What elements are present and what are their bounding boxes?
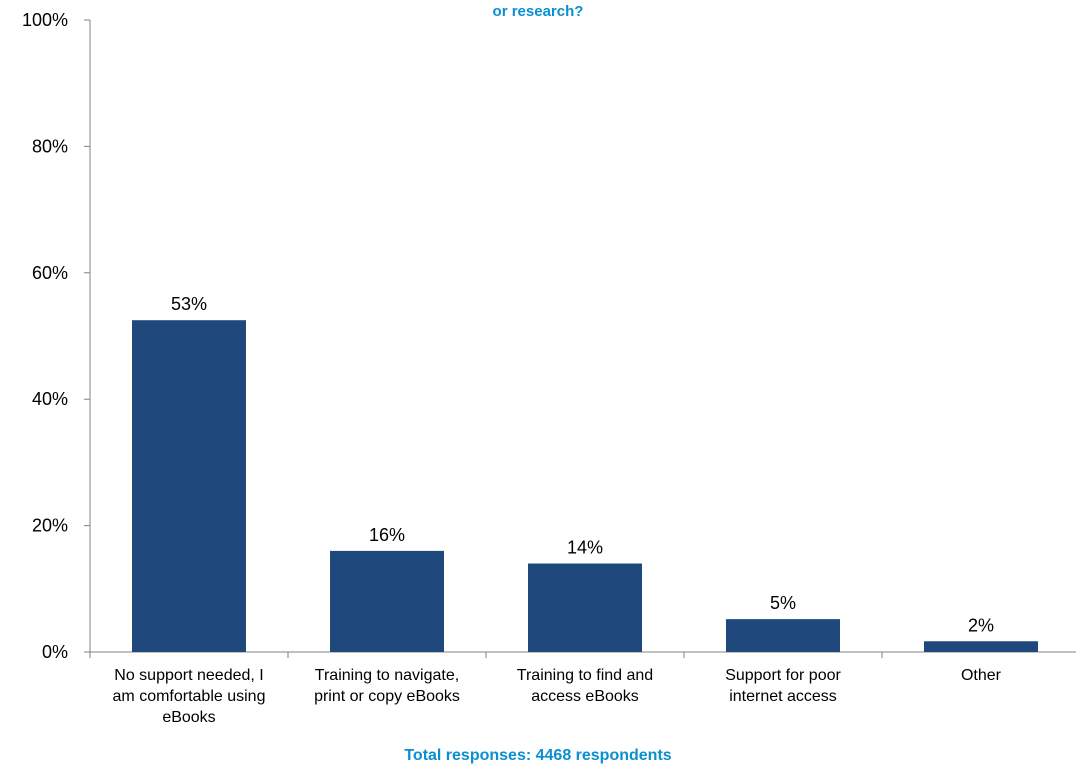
chart-title: or research?	[493, 3, 584, 20]
data-label: 2%	[968, 615, 994, 635]
x-category-label: Training to find and access eBooks	[517, 667, 653, 705]
data-label: 16%	[369, 525, 405, 545]
y-tick-label: 60%	[32, 263, 68, 283]
data-label: 14%	[567, 538, 603, 558]
y-tick-label: 40%	[32, 389, 68, 409]
bar	[726, 619, 840, 652]
bar	[132, 320, 246, 652]
x-category-label: Training to navigate, print or copy eBook…	[314, 667, 460, 705]
y-tick-label: 20%	[32, 516, 68, 536]
data-label: 5%	[770, 593, 796, 613]
y-tick-label: 80%	[32, 136, 68, 156]
x-category-label: Support for poor internet access	[725, 667, 841, 705]
chart-footer-group: Total responses: 4468 respondents	[404, 747, 671, 764]
chart-bars	[132, 320, 1038, 652]
x-category-label: Other	[961, 667, 1002, 684]
total-responses-note: Total responses: 4468 respondents	[404, 747, 671, 764]
chart-axes: 0% 20% 40% 60% 80% 100%	[22, 10, 1076, 662]
chart-title-group: or research?	[493, 3, 584, 20]
y-tick-label: 100%	[22, 10, 68, 30]
bar	[528, 563, 642, 652]
y-tick-label: 0%	[42, 642, 68, 662]
bar	[924, 641, 1038, 652]
data-label: 53%	[171, 294, 207, 314]
bar	[330, 550, 444, 652]
